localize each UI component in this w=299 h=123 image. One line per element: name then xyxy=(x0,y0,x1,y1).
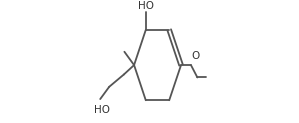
Text: O: O xyxy=(192,51,200,61)
Text: HO: HO xyxy=(138,1,154,11)
Text: HO: HO xyxy=(94,105,110,115)
